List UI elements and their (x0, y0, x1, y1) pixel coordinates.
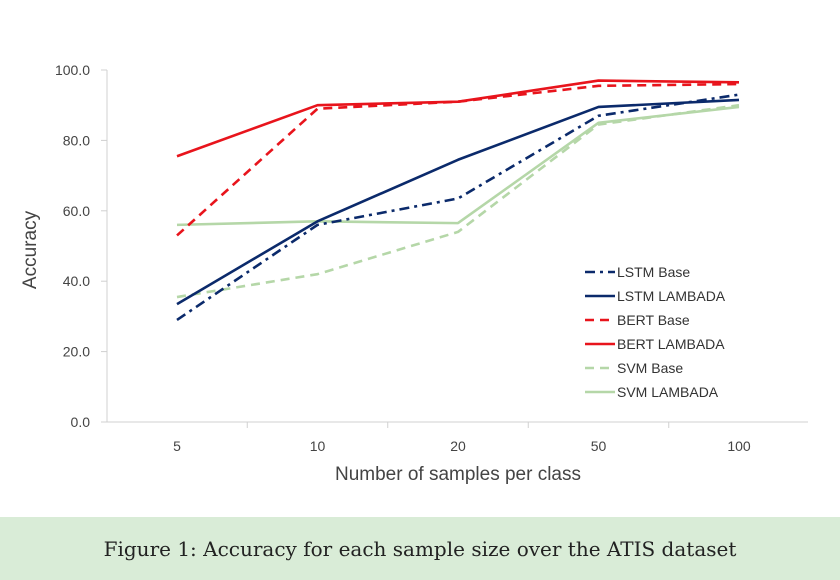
legend-label: LSTM Base (617, 264, 690, 280)
y-tick-label: 60.0 (63, 203, 90, 219)
series-lines (176, 79, 740, 321)
y-tick-label: 0.0 (71, 414, 91, 430)
y-tick-label: 80.0 (63, 132, 90, 148)
legend-label: BERT Base (617, 312, 690, 328)
series-line-lstm-lambada (176, 98, 740, 306)
y-tick-label: 20.0 (63, 344, 90, 360)
x-axis-title: Number of samples per class (335, 464, 581, 485)
legend-label: SVM Base (617, 360, 683, 376)
x-tick-label: 100 (727, 438, 751, 454)
x-tick-label: 20 (450, 438, 466, 454)
figure-caption: Figure 1: Accuracy for each sample size … (103, 536, 737, 561)
x-tick-label: 10 (310, 438, 326, 454)
series-line-bert-base (176, 82, 740, 237)
legend-label: LSTM LAMBADA (617, 288, 726, 304)
legend-label: BERT LAMBADA (617, 336, 725, 352)
chart-axes: 0.0 20.0 40.0 60.0 80.0 100.0 5 10 20 50 100 (55, 62, 808, 454)
y-tick-label: 40.0 (63, 273, 90, 289)
x-tick-label: 50 (591, 438, 607, 454)
y-axis-title: Accuracy (20, 210, 41, 289)
figure-panel: 0.0 20.0 40.0 60.0 80.0 100.0 5 10 20 50 100 LSTM … (0, 0, 840, 517)
y-tick-label: 100.0 (55, 62, 90, 78)
series-line-svm-base (176, 103, 740, 299)
series-line-bert-lambada (176, 79, 740, 158)
series-line-lstm-base (176, 93, 740, 321)
chart-legend: LSTM Base LSTM LAMBADA BERT Base BERT LAMBA… (585, 264, 726, 400)
line-chart: 0.0 20.0 40.0 60.0 80.0 100.0 5 10 20 50 100 LSTM … (20, 62, 808, 485)
x-tick-label: 5 (173, 438, 181, 454)
legend-label: SVM LAMBADA (617, 384, 719, 400)
